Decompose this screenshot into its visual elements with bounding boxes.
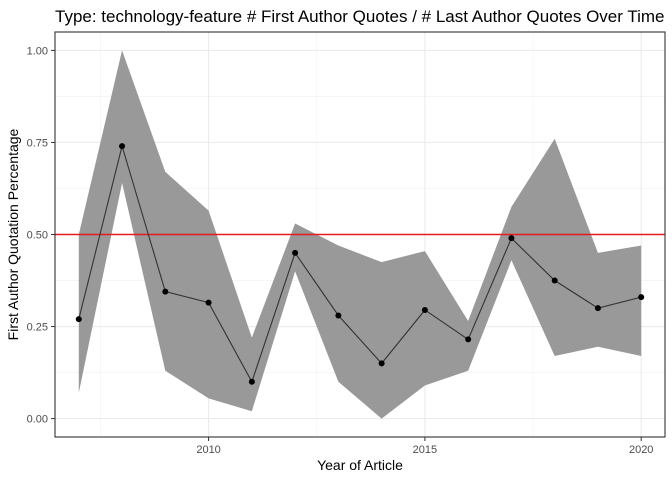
- y-tick-label: 0.75: [27, 137, 48, 149]
- plot-area: [54, 31, 666, 438]
- data-point: [75, 316, 82, 323]
- series-line: [78, 144, 642, 384]
- y-axis-title: First Author Quotation Percentage: [5, 128, 21, 340]
- x-axis-title: Year of Article: [317, 457, 403, 473]
- y-tick-label: 1.00: [27, 45, 48, 57]
- data-points: [75, 143, 645, 385]
- data-point: [162, 288, 169, 295]
- y-tick-label: 0.50: [27, 230, 48, 242]
- data-point: [292, 249, 299, 256]
- y-tick-label: 0.25: [27, 322, 48, 334]
- x-tick-label: 2010: [196, 444, 220, 456]
- y-axis-ticks: 0.00 0.25 0.50 0.75 1.00: [27, 45, 55, 426]
- x-tick-label: 2020: [629, 444, 653, 456]
- x-tick-label: 2015: [413, 444, 437, 456]
- data-point: [638, 294, 645, 301]
- data-point: [594, 305, 601, 312]
- data-point: [508, 235, 515, 242]
- data-point: [421, 306, 428, 313]
- y-tick-label: 0.00: [27, 414, 48, 426]
- data-point: [465, 336, 472, 343]
- data-point: [205, 299, 212, 306]
- data-point: [119, 143, 126, 150]
- data-point: [335, 312, 342, 319]
- data-point: [248, 378, 255, 385]
- data-point: [378, 360, 385, 367]
- confidence-band: [78, 50, 642, 419]
- chart-title: Type: technology-feature # First Author …: [55, 7, 664, 26]
- data-point: [551, 277, 558, 284]
- x-axis-ticks: 2010 2015 2020: [196, 437, 653, 456]
